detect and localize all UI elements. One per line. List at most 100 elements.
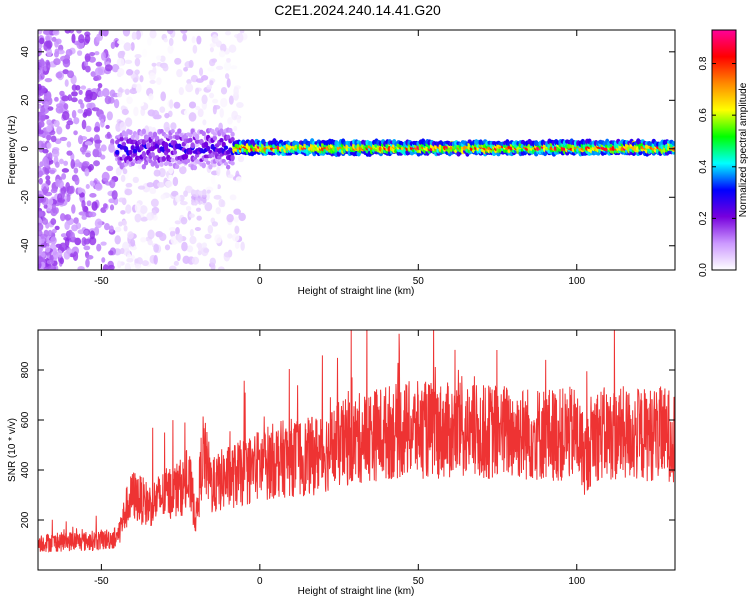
spectrogram-cell <box>109 204 115 211</box>
spectrogram-cell <box>67 94 73 102</box>
spectrogram-cell <box>38 170 44 177</box>
spectrogram-cell <box>115 167 122 176</box>
spectrogram-cell <box>55 178 61 188</box>
spectrogram-cell <box>73 130 78 136</box>
spectrogram-cell <box>85 258 90 268</box>
spectrogram-cell <box>59 213 66 222</box>
spectrogram-cell <box>182 33 187 42</box>
spectrogram-cell <box>159 232 167 242</box>
spectrogram-cell <box>192 165 198 171</box>
spectrogram-cell <box>88 164 95 171</box>
spectrogram-cell <box>66 141 72 148</box>
spectrogram-cell <box>189 228 194 237</box>
spectrogram-cell <box>132 148 138 154</box>
spectrogram-cell <box>177 128 182 134</box>
snr-y-axis-label: SNR (10 * v/v) <box>7 418 18 482</box>
spectrogram-cell <box>173 260 179 266</box>
spectrogram-panel: -50 0 50 100 -40 -20 0 20 40 Height of straight… <box>7 29 676 297</box>
spectrogram-cell <box>148 93 154 101</box>
spectrogram-cell <box>71 110 77 119</box>
spectrogram-cell <box>78 34 85 44</box>
colorbar-gradient <box>712 30 736 270</box>
spectrogram-cell <box>77 134 84 145</box>
spectrogram-cell <box>226 57 231 63</box>
spectrogram-cell <box>65 48 73 57</box>
spectrogram-cell <box>38 194 45 203</box>
spectrogram-cell <box>77 108 84 114</box>
spectrogram-cell <box>81 199 86 209</box>
spectrogram-cell <box>77 187 83 194</box>
spectrogram-cell <box>190 142 195 149</box>
spectrogram-cell <box>85 183 90 190</box>
spectrogram-cell <box>164 244 171 251</box>
spectrogram-cell <box>167 45 174 54</box>
spectrogram-cell <box>59 257 65 265</box>
spectrogram-cell <box>59 242 68 252</box>
spectrogram-cell <box>217 266 225 270</box>
spectrogram-cell <box>51 36 57 42</box>
spectrogram-cell <box>93 126 101 133</box>
spectrogram-cell <box>230 136 235 142</box>
spectrogram-cell <box>85 152 91 158</box>
spectrogram-cell <box>124 88 130 95</box>
spectrogram-y-axis-label: Frequency (Hz) <box>7 116 18 185</box>
spectrogram-cell <box>160 194 166 200</box>
spectrogram-cell <box>234 225 240 234</box>
spectrogram-cell <box>175 226 180 235</box>
spectrogram-cell <box>96 243 102 252</box>
spectrogram-cell <box>192 44 198 54</box>
spectrogram-cell <box>146 142 151 149</box>
spectrogram-cell <box>82 160 90 167</box>
spectrogram-cell <box>122 30 131 37</box>
spectrogram-cell <box>105 124 110 129</box>
spectrogram-cell <box>56 126 63 135</box>
spectrogram-cell <box>101 171 110 182</box>
spectrogram-cell <box>127 231 134 240</box>
spectrogram-cell <box>121 141 127 146</box>
spectrogram-cell <box>38 258 42 264</box>
spectrogram-y-tick-label: 20 <box>20 94 31 106</box>
spectrogram-cell <box>186 245 194 253</box>
spectrogram-cell <box>183 66 189 72</box>
spectrogram-cell <box>63 160 69 166</box>
spectrogram-cell <box>201 131 206 137</box>
spectrogram-cell <box>201 242 208 248</box>
spectrogram-cell <box>194 226 201 232</box>
spectrogram-cell <box>106 111 113 121</box>
spectrogram-cell <box>223 61 232 71</box>
spectrogram-cell <box>212 135 218 141</box>
spectrogram-cell <box>134 69 140 75</box>
colorbar-tick-label: 0.6 <box>698 108 709 122</box>
spectrogram-cell <box>168 162 173 167</box>
spectrogram-cell <box>59 136 68 141</box>
spectrogram-cell <box>119 136 124 142</box>
spectrogram-cell <box>108 264 115 270</box>
spectrogram-cell <box>130 41 135 52</box>
spectrogram-cell <box>111 190 118 200</box>
spectrogram-cell <box>65 181 71 192</box>
spectrogram-cell <box>197 108 204 118</box>
spectrogram-cell <box>108 143 115 153</box>
spectrogram-cell <box>223 161 229 166</box>
spectrogram-y-axis: -40 -20 0 20 40 <box>20 46 675 253</box>
spectrogram-cell <box>38 83 42 91</box>
spectrogram-cell <box>67 70 75 79</box>
spectrogram-cell <box>119 121 127 132</box>
snr-panel: -50 0 50 100 200 400 600 800 Height of straigh… <box>7 329 676 597</box>
spectrogram-cell <box>202 196 207 204</box>
spectrogram-cell <box>168 37 174 47</box>
spectrogram-cell <box>79 146 87 153</box>
spectrogram-cell <box>174 164 180 169</box>
spectrogram-cell <box>129 263 135 268</box>
spectrogram-cell <box>102 87 110 97</box>
spectrogram-cell <box>214 37 219 43</box>
spectrogram-cell <box>189 235 197 245</box>
spectrogram-cell <box>52 250 59 260</box>
spectrogram-cell <box>236 66 244 77</box>
spectrogram-y-tick-label: 0 <box>20 146 31 152</box>
spectrogram-cell <box>137 185 146 190</box>
spectrogram-cell <box>85 108 93 117</box>
spectrogram-cell <box>39 66 44 74</box>
spectrogram-cell <box>57 249 63 258</box>
